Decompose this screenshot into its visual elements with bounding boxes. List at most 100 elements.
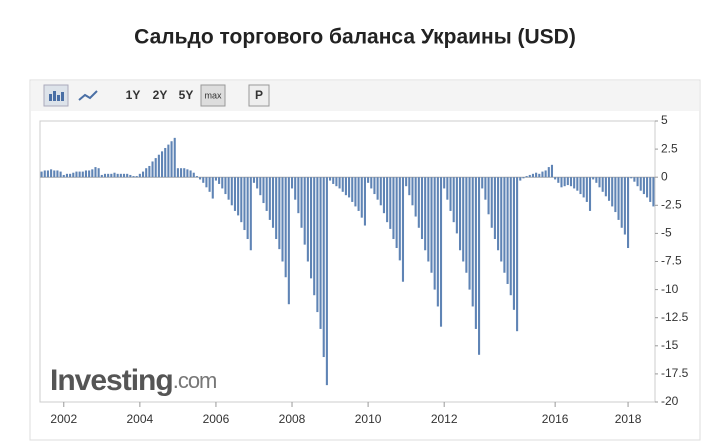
bar — [119, 173, 122, 178]
bar — [544, 170, 547, 178]
bar — [208, 177, 211, 192]
bar — [604, 177, 607, 197]
bar — [497, 177, 500, 251]
bar — [389, 177, 392, 229]
line-chart-button[interactable] — [78, 90, 98, 101]
bar — [62, 174, 65, 178]
x-tick-label: 2018 — [615, 412, 642, 426]
y-tick-label: 2.5 — [661, 141, 678, 155]
bar — [309, 177, 313, 279]
bar — [97, 168, 100, 178]
bar — [433, 177, 436, 290]
bar — [474, 177, 477, 329]
bar — [233, 177, 237, 211]
bar — [332, 177, 335, 184]
p-button-bg — [248, 84, 270, 107]
bar — [341, 177, 344, 192]
bar — [478, 177, 481, 355]
range-button[interactable]: max — [204, 90, 222, 100]
bar — [595, 177, 598, 183]
x-tick-label: 2006 — [203, 412, 230, 426]
bar — [287, 177, 290, 305]
bar — [43, 170, 46, 178]
bar-icon — [49, 91, 64, 101]
bar — [319, 177, 322, 329]
bar — [531, 173, 534, 178]
bar — [290, 177, 294, 189]
bar — [351, 177, 354, 202]
bar — [129, 174, 132, 178]
bar — [100, 174, 103, 178]
bar — [199, 177, 202, 180]
bar — [582, 177, 585, 198]
bar — [398, 177, 401, 261]
bar — [303, 177, 306, 245]
bar — [94, 167, 97, 178]
bar — [373, 177, 376, 195]
bar — [439, 177, 443, 327]
range-button[interactable]: 5Y — [179, 88, 194, 102]
bar — [161, 151, 164, 178]
bar — [538, 173, 541, 178]
range-button[interactable]: P — [255, 88, 263, 102]
bar — [281, 177, 284, 262]
bar — [214, 177, 217, 181]
bar — [462, 177, 465, 262]
range-button[interactable]: 2Y — [153, 88, 168, 102]
bar — [598, 177, 601, 188]
bar — [72, 172, 75, 178]
bar — [78, 171, 81, 178]
bar — [569, 177, 573, 187]
bar — [563, 177, 566, 187]
bar — [183, 168, 186, 178]
bar — [509, 177, 512, 296]
bar — [525, 176, 528, 178]
bar — [607, 177, 611, 201]
chart-title: Сальдо торгового баланса Украины (USD) — [134, 26, 576, 49]
range-button[interactable]: 1Y — [126, 88, 141, 102]
bar — [335, 177, 338, 187]
bar — [259, 177, 262, 196]
y-tick-label: -20 — [661, 394, 679, 408]
bar — [154, 158, 157, 178]
bar — [506, 177, 509, 284]
bar — [107, 173, 110, 178]
bar — [202, 177, 205, 183]
watermark-suffix: .com — [173, 368, 217, 393]
bar — [262, 177, 265, 204]
bar — [512, 177, 515, 310]
bar — [53, 170, 56, 178]
bar — [126, 173, 129, 178]
bar — [500, 177, 503, 262]
bar — [329, 177, 332, 181]
bar — [227, 177, 230, 200]
bar — [170, 141, 173, 178]
bar — [614, 177, 617, 213]
bar — [547, 167, 550, 178]
bar — [627, 177, 630, 249]
bar — [284, 177, 287, 278]
y-tick-label: -5 — [661, 226, 672, 240]
bar — [167, 144, 170, 178]
bar — [519, 177, 522, 181]
bar — [110, 173, 113, 178]
bar — [452, 177, 455, 223]
bar — [218, 177, 221, 184]
bar — [164, 147, 167, 178]
bar — [414, 177, 417, 217]
bar — [642, 177, 645, 195]
bar — [132, 176, 135, 178]
y-tick-label: -15 — [661, 338, 679, 352]
bar — [300, 177, 303, 228]
bar — [338, 177, 341, 189]
watermark: Investing.com — [50, 364, 216, 397]
bar — [427, 177, 430, 262]
bar — [157, 154, 160, 178]
bar — [566, 177, 569, 186]
bar — [148, 165, 151, 178]
bar — [585, 177, 588, 202]
bar — [145, 168, 148, 178]
bar — [313, 177, 316, 296]
bar — [376, 177, 379, 200]
bar — [528, 174, 531, 178]
